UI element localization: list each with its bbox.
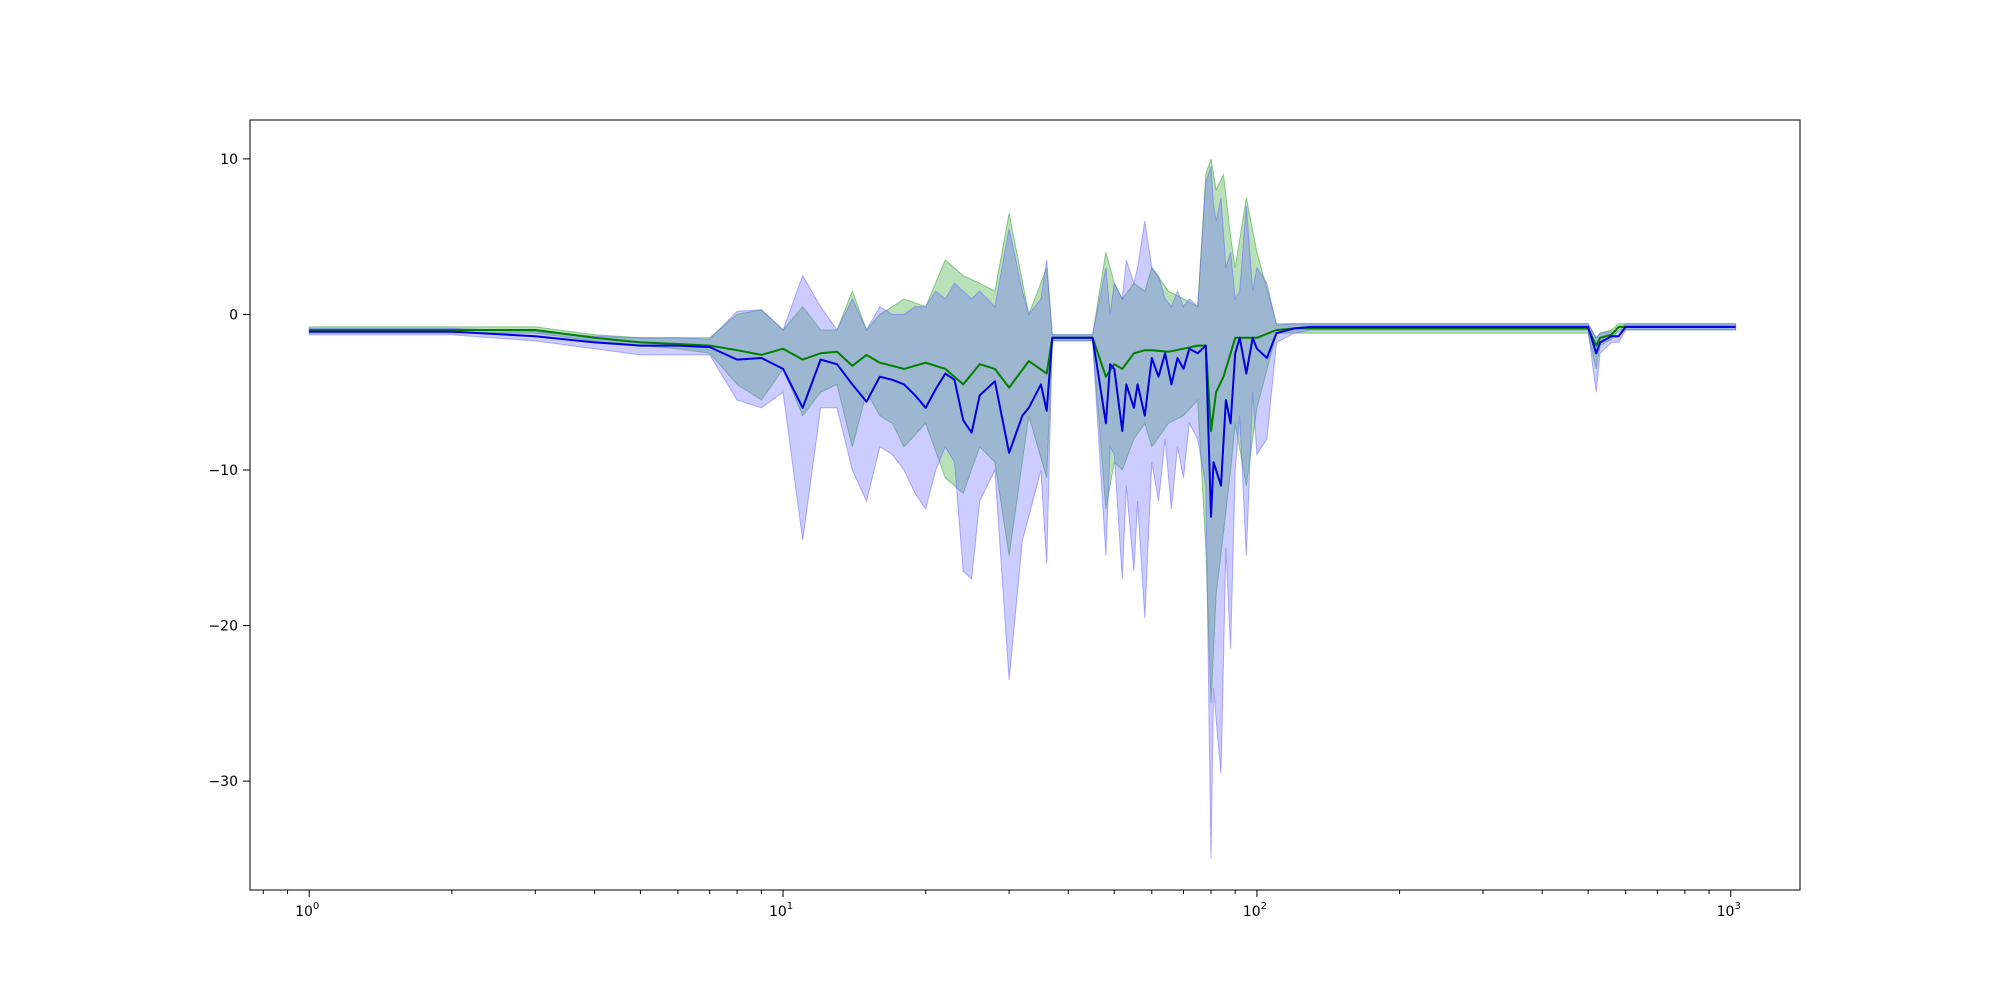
x-tick-label: 103 xyxy=(1717,901,1741,920)
y-axis: 10 0 −10 −20 −30 xyxy=(208,152,250,790)
y-tick-label: 10 xyxy=(220,152,238,168)
x-tick-label: 102 xyxy=(1243,901,1267,920)
plot-frame xyxy=(249,119,1801,891)
y-tick-label: −20 xyxy=(208,619,238,635)
series-2-band xyxy=(308,166,1737,859)
y-tick-label: −10 xyxy=(208,463,238,479)
series-lines xyxy=(309,325,1736,518)
y-tick-label: 0 xyxy=(229,307,238,323)
series-2-line xyxy=(309,325,1736,518)
x-tick-label: 100 xyxy=(295,901,319,920)
x-tick-label: 101 xyxy=(769,901,793,920)
confidence-bands xyxy=(308,158,1737,859)
x-axis: 100 101 102 103 xyxy=(262,890,1741,920)
y-tick-label: −30 xyxy=(208,774,238,790)
